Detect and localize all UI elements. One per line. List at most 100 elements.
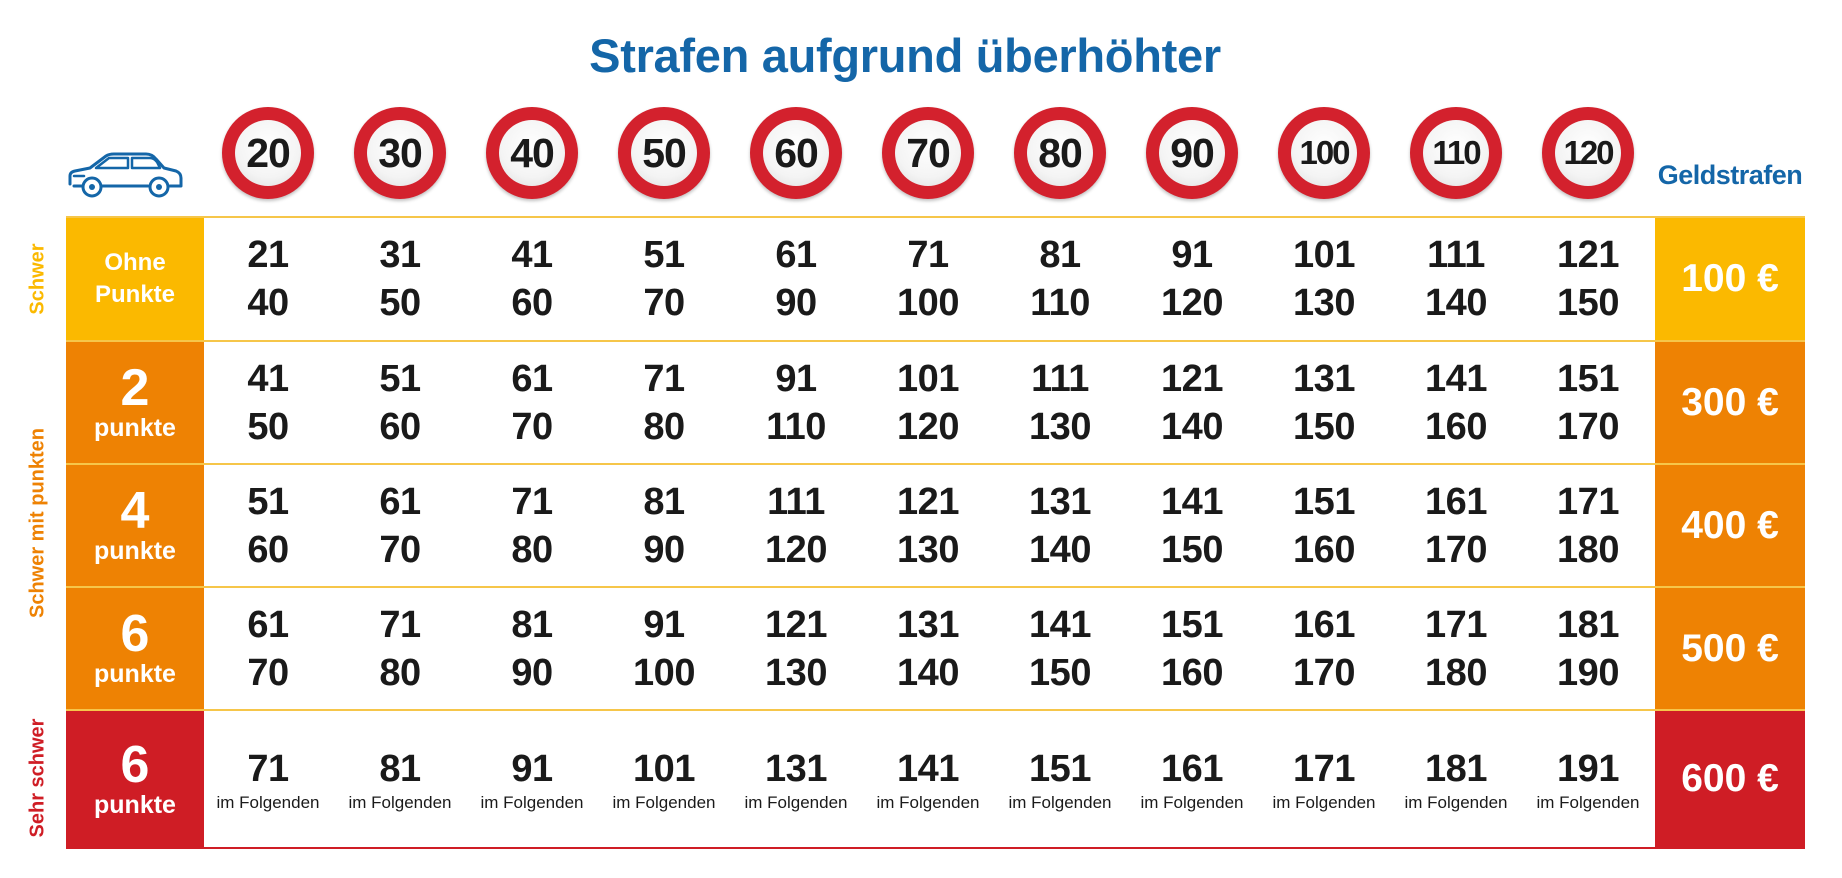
speed-limit-sign-icon: 100: [1278, 107, 1370, 199]
speed-to: 160: [1161, 651, 1223, 694]
speed-note: im Folgenden: [348, 793, 452, 812]
speed-to: 100: [897, 282, 959, 324]
speed-from: 61: [775, 234, 817, 276]
speed-range-cell: 161 im Folgenden: [1126, 711, 1258, 847]
speed-to: 120: [765, 528, 827, 571]
speed-limit-value: 50: [631, 120, 697, 186]
speed-range-cell: 61 90: [730, 218, 862, 340]
speed-limit-value: 120: [1555, 120, 1621, 186]
speed-range-cell: 131 150: [1258, 342, 1390, 463]
speed-range-cell: 41 60: [466, 218, 598, 340]
speed-range-cell: 131 140: [862, 588, 994, 709]
speed-from: 81: [1039, 234, 1081, 276]
speed-limit-sign-icon: 50: [618, 107, 710, 199]
speed-range-cell: 91 im Folgenden: [466, 711, 598, 847]
speed-range-cell: 51 60: [202, 465, 334, 586]
speed-to: 60: [511, 282, 553, 324]
speed-from: 61: [247, 603, 289, 646]
speed-range-cell: 161 170: [1258, 588, 1390, 709]
speed-range-cell: 111 140: [1390, 218, 1522, 340]
speed-note: im Folgenden: [1404, 793, 1508, 812]
speed-to: 170: [1425, 528, 1487, 571]
speed-from: 91: [775, 357, 817, 400]
speed-range-cell: 101 130: [1258, 218, 1390, 340]
speed-to: 150: [1161, 528, 1223, 571]
speed-to: 80: [511, 528, 553, 571]
speed-range-cell: 171 180: [1390, 588, 1522, 709]
speed-limit-sign-icon: 110: [1410, 107, 1502, 199]
points-value: 6: [120, 605, 150, 663]
speed-to: 140: [1029, 528, 1091, 571]
speed-range-cell: 111 130: [994, 342, 1126, 463]
side-label-schwer: Schwer: [26, 243, 49, 315]
speed-range-cell: 81 90: [466, 588, 598, 709]
points-value: 4: [120, 482, 150, 540]
points-unit: Punkte: [94, 281, 175, 308]
speed-range-cell: 101 120: [862, 342, 994, 463]
page-title: Strafen aufgrund überhöhter: [589, 29, 1221, 82]
row-points-label: 6 punkte: [66, 588, 204, 709]
speed-from: 171: [1293, 748, 1355, 790]
speed-range-cell: 81 im Folgenden: [334, 711, 466, 847]
speed-note: im Folgenden: [876, 793, 980, 812]
points-value: 2: [120, 359, 150, 417]
speed-range-cell: 191 im Folgenden: [1522, 711, 1654, 847]
speed-range-cell: 61 70: [334, 465, 466, 586]
speed-range-cell: 71 100: [862, 218, 994, 340]
speed-to: 150: [1557, 282, 1619, 324]
speed-from: 161: [1161, 748, 1223, 790]
speed-from: 131: [1293, 357, 1355, 400]
row-points-label: Ohne Punkte: [66, 218, 204, 340]
speed-limit-sign-icon: 70: [882, 107, 974, 199]
speed-range-cell: 121 130: [730, 588, 862, 709]
points-unit: punkte: [94, 790, 176, 819]
speed-limit-sign-icon: 40: [486, 107, 578, 199]
speed-range-cell: 121 130: [862, 465, 994, 586]
speed-note: im Folgenden: [216, 793, 320, 812]
speed-from: 181: [1557, 603, 1619, 646]
speed-from: 101: [897, 357, 959, 400]
speed-from: 161: [1425, 480, 1487, 523]
speed-to: 70: [511, 405, 553, 448]
speed-range-cell: 71 80: [334, 588, 466, 709]
speed-to: 170: [1557, 405, 1619, 448]
speed-to: 140: [1425, 282, 1487, 324]
speed-from: 121: [897, 480, 959, 523]
speed-limit-value: 80: [1027, 120, 1093, 186]
speed-from: 41: [247, 357, 289, 400]
row-points-label: 6 punkte: [66, 711, 204, 847]
speed-range-cell: 161 170: [1390, 465, 1522, 586]
speed-from: 151: [1161, 603, 1223, 646]
speed-to: 170: [1293, 651, 1355, 694]
speed-range-cell: 171 180: [1522, 465, 1654, 586]
speed-to: 180: [1557, 528, 1619, 571]
speed-from: 141: [1161, 480, 1223, 523]
speed-range-cell: 151 160: [1258, 465, 1390, 586]
speed-limit-sign-icon: 30: [354, 107, 446, 199]
speed-from: 121: [765, 603, 827, 646]
speed-from: 131: [1029, 480, 1091, 523]
speed-to: 130: [1293, 282, 1355, 324]
speed-range-cell: 131 im Folgenden: [730, 711, 862, 847]
speed-range-cell: 21 40: [202, 218, 334, 340]
speed-limit-value: 110: [1423, 120, 1489, 186]
speed-range-cell: 151 160: [1126, 588, 1258, 709]
speed-limit-sign-icon: 20: [222, 107, 314, 199]
speed-range-cell: 71 im Folgenden: [202, 711, 334, 847]
points-value: Ohne: [104, 249, 166, 276]
speed-note: im Folgenden: [744, 793, 848, 812]
points-unit: punkte: [94, 660, 176, 688]
points-unit: punkte: [94, 537, 176, 565]
speed-to: 90: [643, 528, 685, 571]
speed-to: 50: [247, 405, 289, 448]
speed-limit-sign-icon: 60: [750, 107, 842, 199]
speed-from: 101: [1293, 234, 1355, 276]
speed-range-cell: 151 im Folgenden: [994, 711, 1126, 847]
speed-from: 161: [1293, 603, 1355, 646]
speed-from: 71: [907, 234, 949, 276]
speed-note: im Folgenden: [1008, 793, 1112, 812]
speed-to: 90: [775, 282, 817, 324]
speed-from: 71: [247, 748, 289, 790]
speed-from: 101: [633, 748, 695, 790]
table-row: 2 punkte 41 50 51 60 61 70 71 80 91 110 101 120 111 130…: [66, 340, 1805, 463]
